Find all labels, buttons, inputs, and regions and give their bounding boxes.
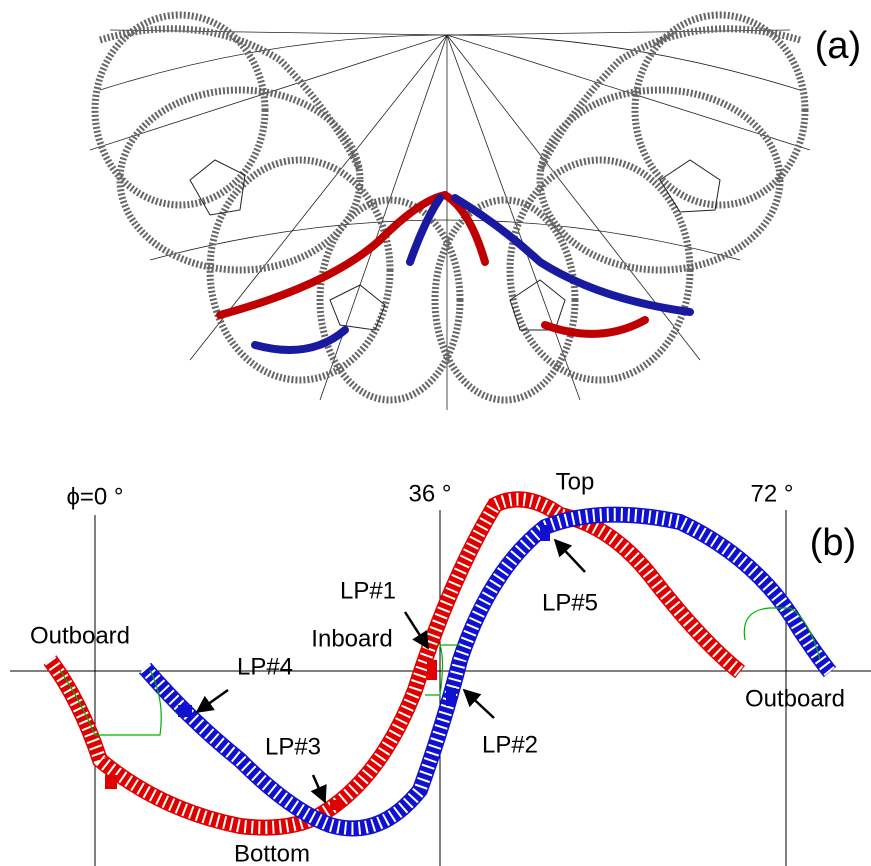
coils: [95, 15, 805, 400]
figure: (a) ϕ=0 ° 36 °: [0, 0, 871, 866]
annotation: LP#4: [237, 653, 293, 680]
panel-b: ϕ=0 ° 36 ° 72 ° Top LP#1 LP#5 Outboard I…: [10, 468, 871, 866]
annotation: LP#2: [482, 731, 538, 758]
panel-a: (a): [90, 15, 861, 410]
panel-label: (a): [815, 25, 861, 67]
annotation: Outboard: [30, 622, 130, 649]
annotation: Top: [556, 468, 595, 495]
angle-label: ϕ=0 °: [66, 483, 123, 510]
annotation: LP#3: [265, 733, 321, 760]
annotation: Outboard: [745, 685, 845, 712]
annotation: LP#1: [340, 577, 396, 604]
panel-label: (b): [810, 522, 856, 564]
angle-label: 36 °: [409, 480, 452, 507]
annotation: LP#5: [542, 589, 598, 616]
annotation: Bottom: [234, 840, 310, 866]
radial-lines: [90, 30, 810, 410]
angle-label: 72 °: [751, 480, 794, 507]
annotation: Inboard: [311, 625, 392, 652]
